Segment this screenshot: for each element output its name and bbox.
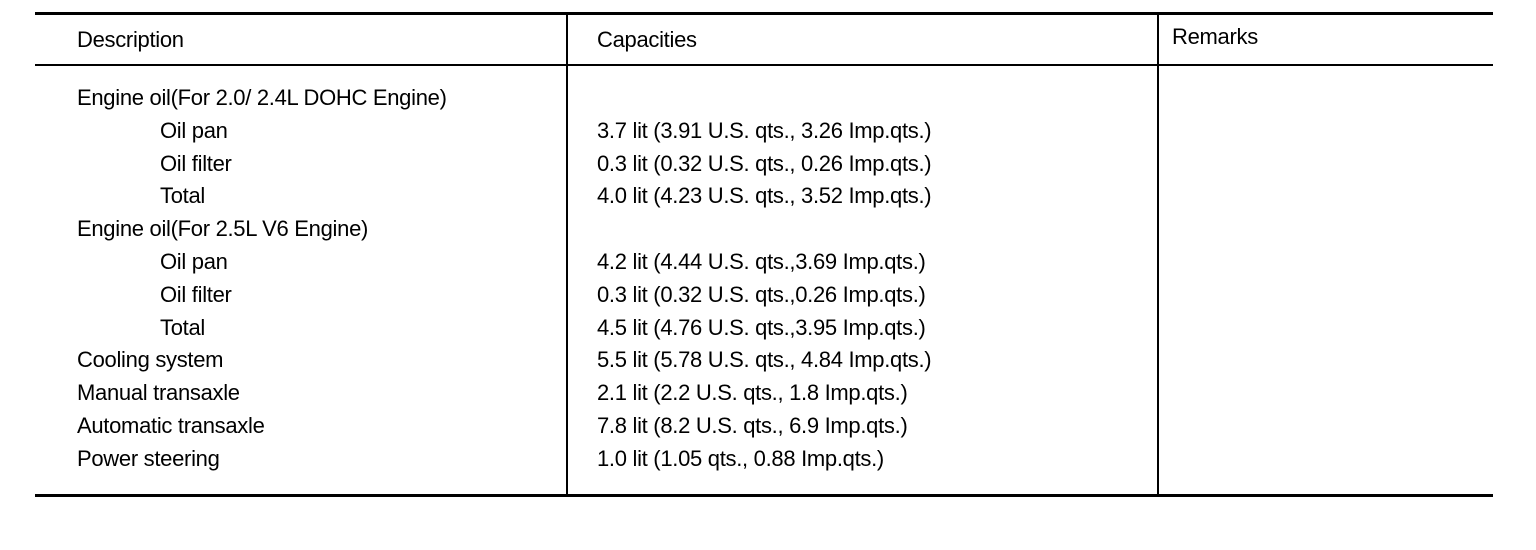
row-description: Engine oil(For 2.5L V6 Engine)	[77, 216, 369, 242]
row-capacity: 2.1 lit (2.2 U.S. qts., 1.8 Imp.qts.)	[597, 380, 908, 406]
row-capacity: 1.0 lit (1.05 qts., 0.88 Imp.qts.)	[597, 445, 884, 471]
row-capacity: 0.3 lit (0.32 U.S. qts., 0.26 Imp.qts.)	[597, 150, 932, 176]
row-description: Cooling system	[77, 347, 224, 373]
table-top-rule	[35, 12, 1493, 15]
row-description: Total	[160, 183, 205, 209]
column-divider	[1157, 14, 1159, 495]
row-description: Total	[160, 314, 205, 340]
row-capacity: 3.7 lit (3.91 U.S. qts., 3.26 Imp.qts.)	[597, 117, 932, 143]
row-description: Oil pan	[160, 249, 228, 274]
row-description: Oil filter	[160, 281, 232, 307]
header-remarks: Remarks	[1172, 24, 1258, 49]
row-capacity: 5.5 lit (5.78 U.S. qts., 4.84 Imp.qts.)	[597, 347, 932, 373]
row-description: Engine oil(For 2.0/ 2.4L DOHC Engine)	[77, 85, 447, 110]
header-rule	[35, 64, 1493, 66]
row-capacity: 7.8 lit (8.2 U.S. qts., 6.9 Imp.qts.)	[597, 413, 908, 438]
header-description: Description	[77, 27, 184, 52]
column-divider	[566, 14, 568, 495]
row-description: Oil pan	[160, 117, 228, 143]
table-bottom-rule	[35, 494, 1493, 497]
row-description: Oil filter	[160, 150, 232, 176]
row-capacity: 4.5 lit (4.76 U.S. qts.,3.95 Imp.qts.)	[597, 314, 926, 340]
row-capacity: 4.2 lit (4.44 U.S. qts.,3.69 Imp.qts.)	[597, 249, 926, 274]
row-description: Automatic transaxle	[77, 413, 265, 438]
row-description: Power steering	[77, 445, 220, 471]
row-capacity: 0.3 lit (0.32 U.S. qts.,0.26 Imp.qts.)	[597, 281, 926, 307]
row-capacity: 4.0 lit (4.23 U.S. qts., 3.52 Imp.qts.)	[597, 183, 932, 209]
row-description: Manual transaxle	[77, 380, 240, 406]
header-capacities: Capacities	[597, 27, 697, 52]
